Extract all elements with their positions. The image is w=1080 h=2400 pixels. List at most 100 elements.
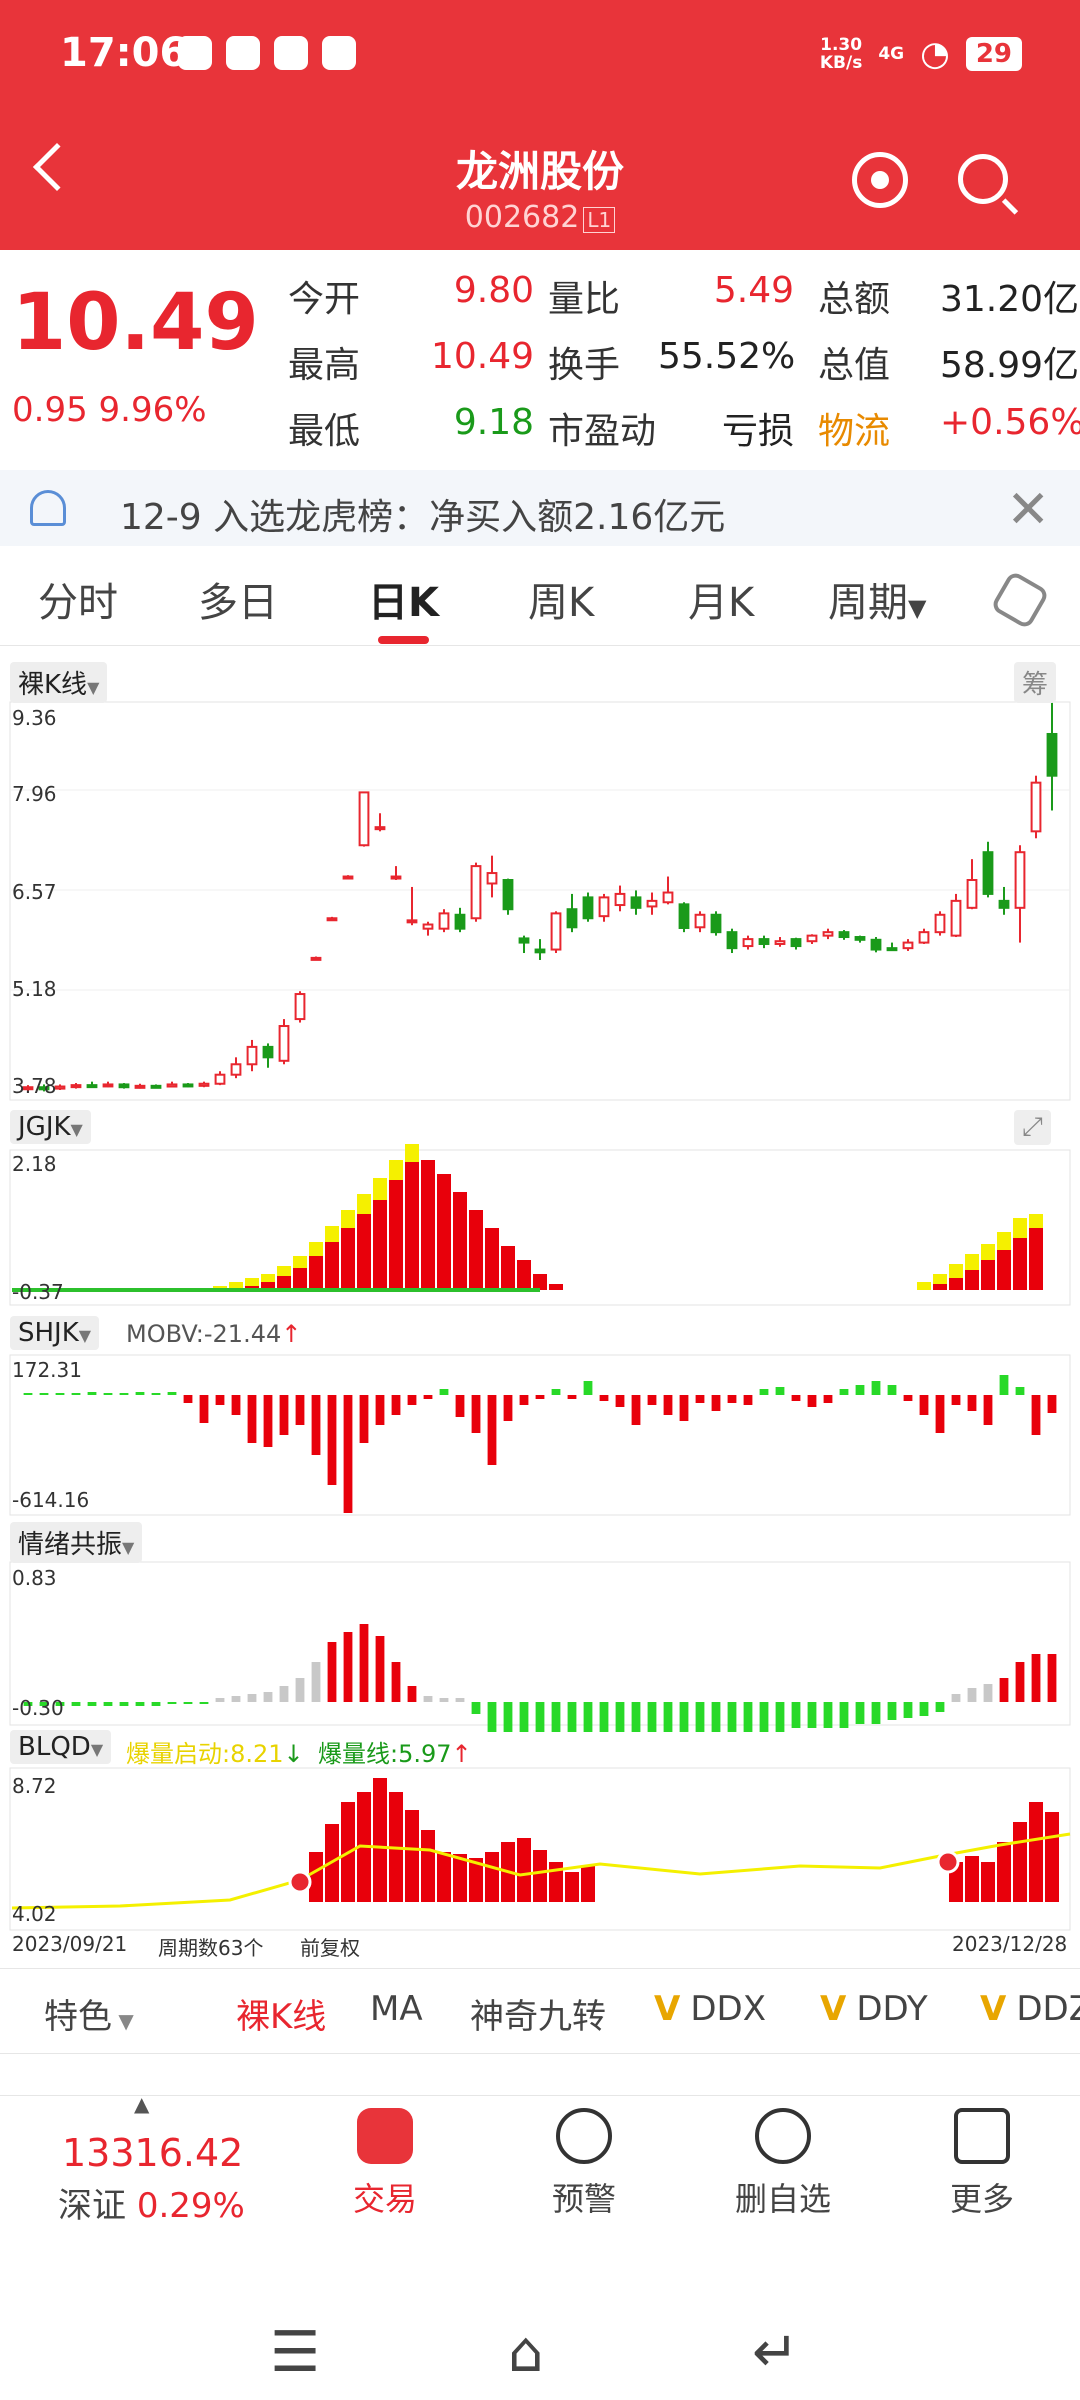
index-expand-icon[interactable]: ▲	[134, 2092, 150, 2116]
candle-body	[598, 896, 610, 918]
sentiment-bar	[727, 1702, 737, 1732]
candle-body	[982, 851, 994, 895]
alert-button[interactable]: 预警	[524, 2108, 644, 2220]
blqd-bar	[453, 1854, 467, 1902]
jgjk-bar	[261, 1282, 275, 1290]
shjk-bar	[983, 1395, 993, 1425]
tab-naked-k[interactable]: 裸K线	[236, 1997, 327, 2037]
shjk-bar	[535, 1395, 545, 1399]
sentiment-bar	[151, 1702, 161, 1706]
panel-frame	[9, 701, 1071, 1101]
menu-icon[interactable]: ☰	[270, 2320, 321, 2385]
sentiment-bar	[759, 1702, 769, 1732]
tab-ma[interactable]: MA	[370, 1989, 423, 2029]
tab-ddz[interactable]: VDDZ	[980, 1989, 1080, 2029]
candle-body	[934, 913, 946, 934]
wifi-icon: ◔	[920, 34, 950, 74]
shjk-bar	[631, 1395, 641, 1425]
sentiment-bar	[951, 1694, 961, 1702]
candle-body	[134, 1084, 146, 1089]
tab-period[interactable]: 周期▼	[828, 580, 927, 626]
shjk-bar	[391, 1395, 401, 1415]
jgjk-bar	[293, 1268, 307, 1290]
search-icon[interactable]	[958, 154, 1008, 204]
kline-chart[interactable]: 裸K线▼ 筹 9.36 7.96 6.57 5.18 3.78 JGJK▼ ⤢ …	[0, 650, 1080, 1960]
tab-feature[interactable]: 特色 ▼	[44, 1997, 134, 2037]
tab-ddx[interactable]: V DDX	[654, 1989, 766, 2029]
shjk-bar	[39, 1393, 49, 1395]
tab-daily-k[interactable]: 日K	[368, 570, 439, 644]
y-tick: 9.36	[12, 706, 57, 730]
candle-body	[470, 865, 482, 920]
index-value[interactable]: 13316.42	[62, 2131, 244, 2175]
candle-body	[246, 1045, 258, 1066]
candle-body	[950, 899, 962, 937]
app-icon	[274, 36, 308, 70]
sentiment-bar	[135, 1702, 145, 1706]
shjk-bar	[215, 1395, 225, 1405]
shjk-bar	[503, 1395, 513, 1421]
remove-watchlist-button[interactable]: 删自选	[723, 2108, 843, 2220]
notice-bar[interactable]: 12-9 入选龙虎榜：净买入额2.16亿元 ✕	[0, 470, 1080, 546]
shjk-bar	[103, 1393, 113, 1395]
shjk-bar	[295, 1395, 305, 1425]
sentiment-bar	[1031, 1654, 1041, 1702]
tab-magic-nine[interactable]: 神奇九转	[470, 1997, 606, 2037]
jgjk-cap	[917, 1282, 931, 1290]
tab-multiday[interactable]: 多日	[198, 580, 278, 626]
robot-icon[interactable]	[852, 152, 908, 208]
caret-down-icon: ▼	[908, 594, 927, 622]
sentiment-bar	[423, 1696, 433, 1702]
candle-body	[646, 899, 658, 908]
battery-icon: 29	[965, 37, 1022, 71]
candle-body	[406, 919, 418, 924]
candle-body	[390, 875, 402, 880]
trade-icon	[357, 2108, 413, 2164]
shjk-bar	[519, 1395, 529, 1405]
home-icon[interactable]: ⌂	[508, 2320, 544, 2385]
back-nav-icon[interactable]: ↵	[752, 2320, 799, 2385]
expand-icon[interactable]: ⤢	[1014, 1110, 1051, 1145]
sentiment-bar	[663, 1702, 673, 1732]
sentiment-bar	[887, 1702, 897, 1720]
sentiment-bar	[615, 1702, 625, 1732]
shjk-bar	[887, 1385, 897, 1395]
candle-body	[310, 956, 322, 961]
quote-label: 换手	[548, 345, 621, 386]
sentiment-bar	[967, 1688, 977, 1702]
jgjk-cap	[341, 1210, 355, 1228]
shjk-selector[interactable]: SHJK▼	[10, 1316, 100, 1350]
blqd-bar	[421, 1830, 435, 1902]
candle-body	[198, 1082, 210, 1087]
tab-ddy[interactable]: V DDY	[820, 1989, 928, 2029]
shjk-bar	[407, 1395, 417, 1405]
jgjk-cap	[357, 1194, 371, 1214]
tab-intraday[interactable]: 分时	[38, 580, 118, 626]
index-name[interactable]: 深证 0.29%	[58, 2186, 245, 2226]
shjk-bar	[823, 1395, 833, 1403]
tab-monthly-k[interactable]: 月K	[688, 580, 755, 626]
shjk-bar	[151, 1393, 161, 1395]
settings-icon[interactable]	[989, 569, 1051, 631]
blqd-bar	[581, 1866, 595, 1902]
y-tick: 6.57	[12, 880, 57, 904]
tab-weekly-k[interactable]: 周K	[528, 580, 595, 626]
jgjk-bar	[501, 1246, 515, 1290]
jgjk-selector[interactable]: JGJK▼	[10, 1110, 91, 1144]
y-tick: 3.78	[12, 1074, 57, 1098]
level-badge: L1	[583, 207, 616, 233]
candle-body	[758, 938, 770, 945]
quote-label: 物流	[818, 411, 891, 452]
kline-type-selector[interactable]: 裸K线▼	[10, 662, 108, 703]
chip-button[interactable]: 筹	[1014, 662, 1057, 703]
adjust-mode: 前复权	[300, 1936, 360, 1960]
blqd-bar	[485, 1852, 499, 1902]
sentiment-selector[interactable]: 情绪共振▼	[10, 1522, 143, 1563]
blqd-selector[interactable]: BLQD▼	[10, 1730, 112, 1764]
panel-frame	[9, 1149, 1071, 1306]
more-button[interactable]: 更多	[922, 2108, 1042, 2220]
close-icon[interactable]: ✕	[1006, 480, 1050, 540]
blqd-bar	[1013, 1822, 1027, 1902]
shjk-bar	[135, 1392, 145, 1395]
trade-button[interactable]: 交易	[325, 2108, 445, 2220]
